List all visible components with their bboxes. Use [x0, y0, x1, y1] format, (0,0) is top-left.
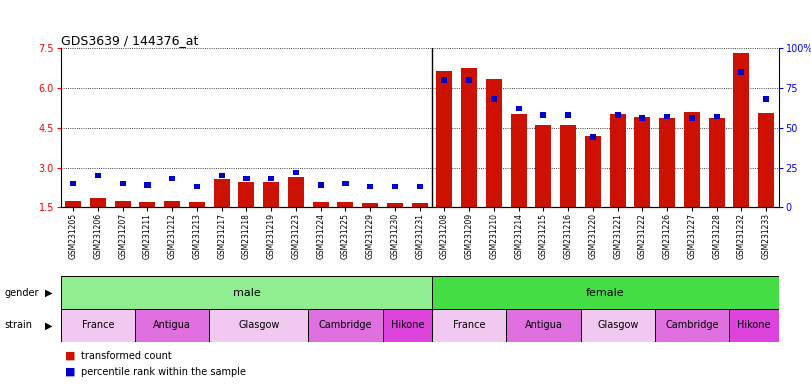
Bar	[714, 114, 719, 119]
Bar	[432, 276, 779, 309]
Bar	[436, 71, 453, 207]
Bar	[684, 112, 700, 207]
Text: ▶: ▶	[45, 288, 53, 298]
Bar	[288, 177, 304, 207]
Text: France: France	[453, 320, 486, 331]
Bar	[65, 201, 81, 207]
Bar	[659, 118, 676, 207]
Bar	[313, 202, 328, 207]
Bar	[610, 114, 626, 207]
Bar	[560, 125, 577, 207]
Bar	[213, 179, 230, 207]
Bar	[585, 136, 601, 207]
Bar	[194, 184, 200, 189]
Text: female: female	[586, 288, 624, 298]
Text: percentile rank within the sample: percentile rank within the sample	[81, 366, 246, 377]
Bar	[209, 309, 308, 342]
Bar	[219, 173, 225, 178]
Bar	[738, 69, 744, 75]
Text: GDS3639 / 144376_at: GDS3639 / 144376_at	[61, 34, 198, 47]
Bar	[634, 117, 650, 207]
Text: Antigua: Antigua	[153, 320, 191, 331]
Bar	[709, 118, 725, 207]
Bar	[383, 309, 432, 342]
Bar	[417, 184, 423, 189]
Bar	[342, 180, 349, 186]
Bar	[95, 173, 101, 178]
Bar	[367, 184, 373, 189]
Bar	[461, 68, 477, 207]
Bar	[268, 176, 274, 182]
Bar	[486, 79, 502, 207]
Text: Cambridge: Cambridge	[665, 320, 719, 331]
Bar	[337, 202, 354, 207]
Bar	[139, 202, 156, 207]
Text: France: France	[82, 320, 114, 331]
Bar	[763, 96, 770, 102]
Bar	[466, 77, 472, 83]
Bar	[238, 182, 255, 207]
Bar	[70, 180, 76, 186]
Bar	[243, 176, 250, 182]
Bar	[441, 77, 448, 83]
Text: male: male	[233, 288, 260, 298]
Text: gender: gender	[4, 288, 39, 298]
Bar	[516, 106, 521, 111]
Text: Glasgow: Glasgow	[238, 320, 280, 331]
Bar	[639, 115, 646, 121]
Text: Antigua: Antigua	[525, 320, 562, 331]
Bar	[506, 309, 581, 342]
Text: transformed count: transformed count	[81, 351, 172, 361]
Bar	[263, 182, 279, 207]
Bar	[135, 309, 209, 342]
Bar	[689, 115, 695, 121]
Bar	[590, 134, 596, 140]
Bar	[733, 53, 749, 207]
Bar	[169, 176, 175, 182]
Bar	[363, 204, 378, 207]
Bar	[293, 169, 299, 175]
Bar	[392, 184, 398, 189]
Bar	[90, 198, 106, 207]
Bar	[61, 276, 432, 309]
Text: strain: strain	[4, 320, 32, 331]
Text: ■: ■	[65, 351, 75, 361]
Text: Glasgow: Glasgow	[597, 320, 638, 331]
Bar	[540, 112, 547, 118]
Bar	[318, 182, 324, 188]
Bar	[387, 204, 403, 207]
Bar	[581, 309, 654, 342]
Bar	[432, 309, 506, 342]
Bar	[308, 309, 383, 342]
Text: ■: ■	[65, 366, 75, 377]
Text: Cambridge: Cambridge	[319, 320, 372, 331]
Bar	[144, 182, 151, 188]
Bar	[61, 309, 135, 342]
Bar	[114, 201, 131, 207]
Bar	[189, 202, 205, 207]
Bar	[535, 125, 551, 207]
Bar	[654, 309, 729, 342]
Bar	[511, 114, 526, 207]
Text: Hikone: Hikone	[737, 320, 770, 331]
Bar	[120, 180, 126, 186]
Bar	[729, 309, 779, 342]
Bar	[664, 114, 670, 119]
Bar	[615, 112, 620, 118]
Bar	[164, 201, 180, 207]
Bar	[412, 204, 427, 207]
Text: ▶: ▶	[45, 320, 53, 331]
Bar	[758, 113, 775, 207]
Bar	[565, 112, 571, 118]
Bar	[491, 96, 497, 102]
Text: Hikone: Hikone	[391, 320, 424, 331]
